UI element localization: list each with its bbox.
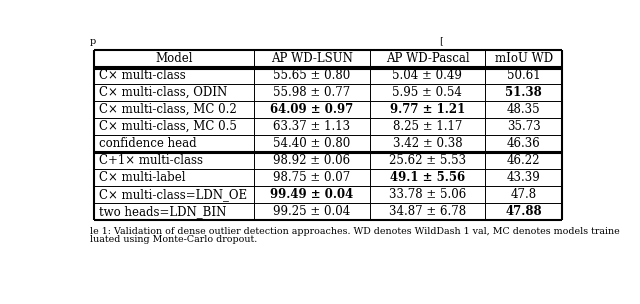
Text: 9.77 ± 1.21: 9.77 ± 1.21 bbox=[390, 103, 465, 116]
Text: C× multi-class, MC 0.5: C× multi-class, MC 0.5 bbox=[99, 120, 236, 133]
Text: 99.49 ± 0.04: 99.49 ± 0.04 bbox=[270, 188, 353, 201]
Text: AP WD-LSUN: AP WD-LSUN bbox=[271, 52, 353, 65]
Text: 34.87 ± 6.78: 34.87 ± 6.78 bbox=[389, 205, 466, 218]
Text: 49.1 ± 5.56: 49.1 ± 5.56 bbox=[390, 171, 465, 184]
Text: two heads=LDN_BIN: two heads=LDN_BIN bbox=[99, 205, 226, 218]
Text: 43.39: 43.39 bbox=[507, 171, 540, 184]
Text: 46.36: 46.36 bbox=[507, 137, 540, 150]
Text: mIoU WD: mIoU WD bbox=[495, 52, 552, 65]
Text: 55.98 ± 0.77: 55.98 ± 0.77 bbox=[273, 86, 351, 99]
Text: 47.88: 47.88 bbox=[505, 205, 542, 218]
Text: 5.95 ± 0.54: 5.95 ± 0.54 bbox=[392, 86, 462, 99]
Text: C× multi-class: C× multi-class bbox=[99, 69, 186, 82]
Text: 33.78 ± 5.06: 33.78 ± 5.06 bbox=[388, 188, 466, 201]
Text: 64.09 ± 0.97: 64.09 ± 0.97 bbox=[270, 103, 353, 116]
Text: 3.42 ± 0.38: 3.42 ± 0.38 bbox=[392, 137, 462, 150]
Text: confidence head: confidence head bbox=[99, 137, 196, 150]
Text: 25.62 ± 5.53: 25.62 ± 5.53 bbox=[389, 154, 466, 167]
Text: 46.22: 46.22 bbox=[507, 154, 540, 167]
Text: 48.35: 48.35 bbox=[507, 103, 540, 116]
Text: 98.75 ± 0.07: 98.75 ± 0.07 bbox=[273, 171, 351, 184]
Text: 5.04 ± 0.49: 5.04 ± 0.49 bbox=[392, 69, 462, 82]
Text: 50.61: 50.61 bbox=[507, 69, 540, 82]
Text: 47.8: 47.8 bbox=[511, 188, 536, 201]
Text: Model: Model bbox=[156, 52, 193, 65]
Text: 98.92 ± 0.06: 98.92 ± 0.06 bbox=[273, 154, 351, 167]
Text: 99.25 ± 0.04: 99.25 ± 0.04 bbox=[273, 205, 351, 218]
Text: 51.38: 51.38 bbox=[505, 86, 542, 99]
Text: luated using Monte-Carlo dropout.: luated using Monte-Carlo dropout. bbox=[90, 235, 257, 244]
Text: C× multi-label: C× multi-label bbox=[99, 171, 185, 184]
Text: 35.73: 35.73 bbox=[507, 120, 540, 133]
Text: 55.65 ± 0.80: 55.65 ± 0.80 bbox=[273, 69, 351, 82]
Text: AP WD-Pascal: AP WD-Pascal bbox=[385, 52, 469, 65]
Text: le 1: Validation of dense outlier detection approaches. WD denotes WildDash 1 va: le 1: Validation of dense outlier detect… bbox=[90, 227, 620, 236]
Text: 8.25 ± 1.17: 8.25 ± 1.17 bbox=[393, 120, 462, 133]
Text: C× multi-class=LDN_OE: C× multi-class=LDN_OE bbox=[99, 188, 247, 201]
Text: p                                                                               : p bbox=[90, 37, 444, 47]
Text: C× multi-class, MC 0.2: C× multi-class, MC 0.2 bbox=[99, 103, 236, 116]
Text: 54.40 ± 0.80: 54.40 ± 0.80 bbox=[273, 137, 351, 150]
Text: C× multi-class, ODIN: C× multi-class, ODIN bbox=[99, 86, 227, 99]
Text: C+1× multi-class: C+1× multi-class bbox=[99, 154, 203, 167]
Text: 63.37 ± 1.13: 63.37 ± 1.13 bbox=[273, 120, 351, 133]
